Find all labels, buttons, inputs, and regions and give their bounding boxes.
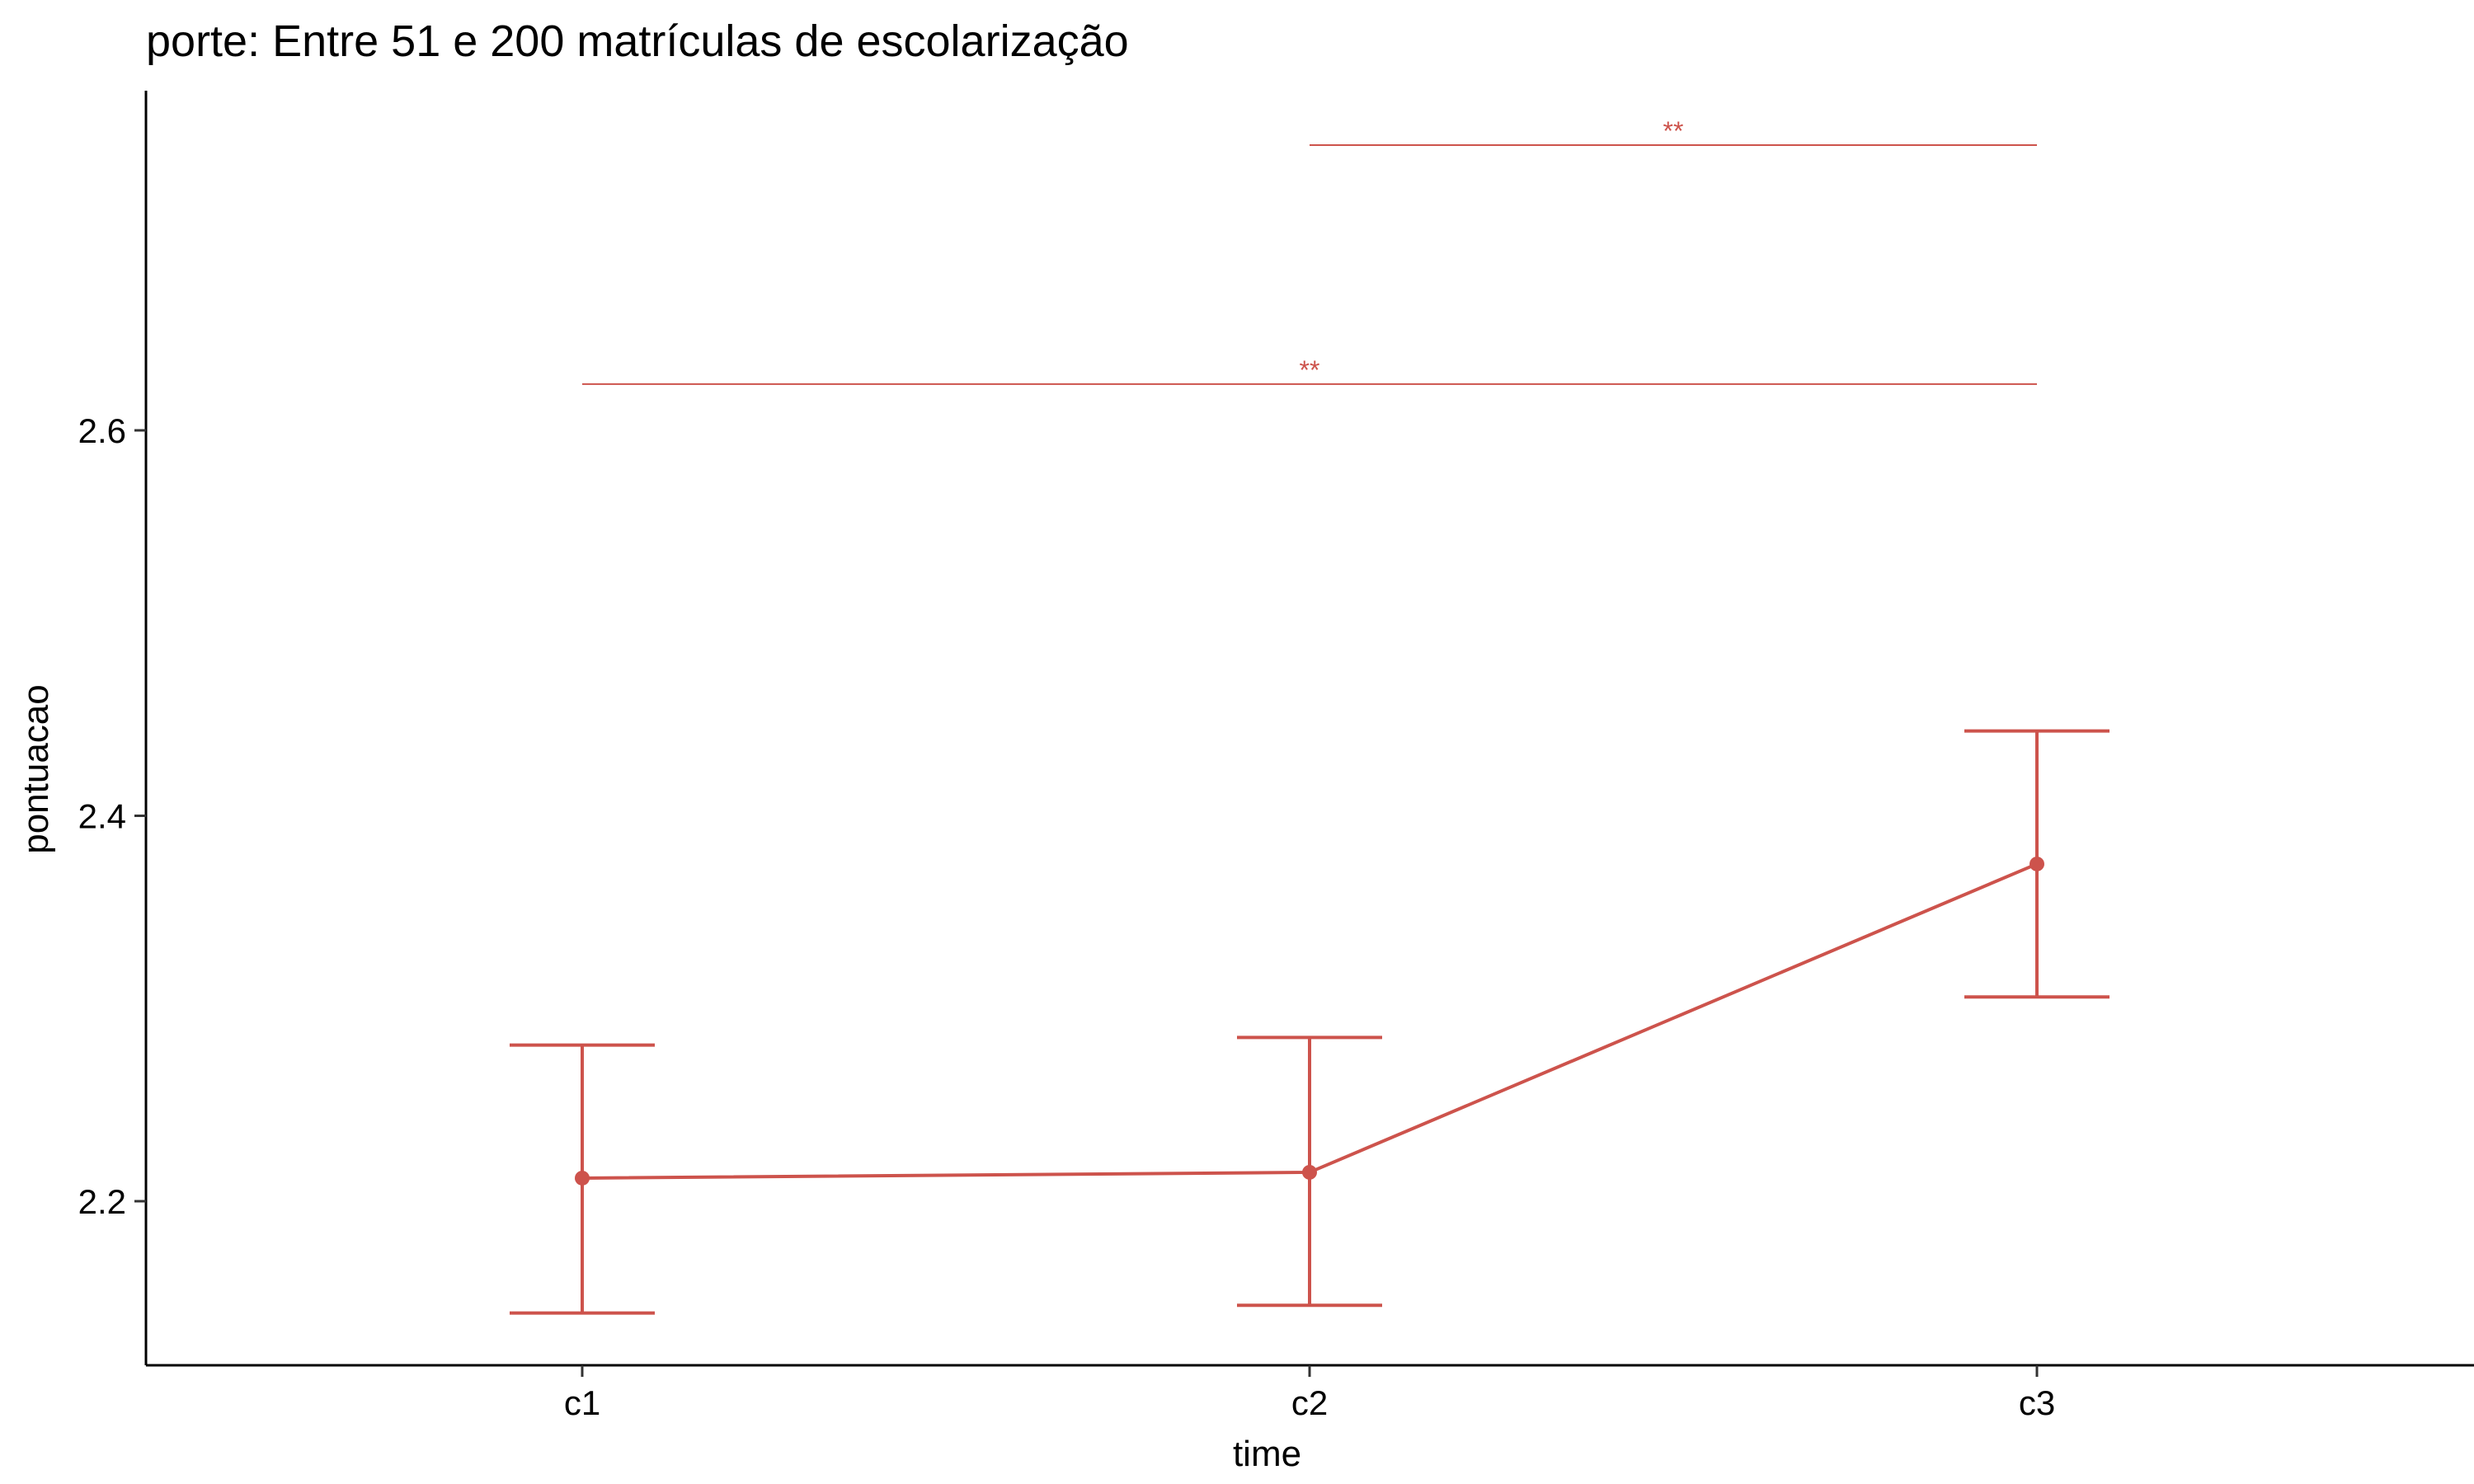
significance-label: ** [1663,116,1684,146]
x-tick-label: c1 [564,1383,600,1422]
y-axis-title: pontuacao [16,684,56,854]
significance-label: ** [1300,355,1320,385]
x-axis-title: time [1233,1434,1301,1474]
x-tick-label: c3 [2019,1383,2055,1422]
axes [134,91,2474,1377]
data-point-c2 [1302,1164,1317,1180]
data-point-c3 [2030,856,2044,871]
y-tick-label: 2.4 [78,797,126,836]
y-tick-label: 2.2 [78,1182,126,1221]
y-tick-label: 2.6 [78,411,126,450]
chart-labels: 2.2 2.4 2.6 c1 c2 c3 time pontuacao ** ** [16,116,2055,1474]
chart-title: porte: Entre 51 e 200 matrículas de esco… [146,16,1129,66]
chart-marks [510,144,2109,1315]
data-point-c1 [575,1170,590,1186]
x-tick-label: c2 [1291,1383,1328,1422]
